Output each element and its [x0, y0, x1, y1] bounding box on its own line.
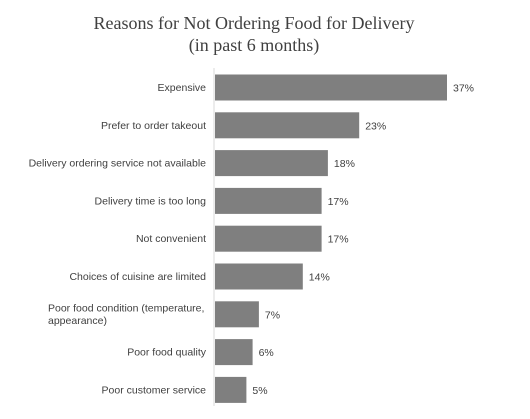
- value-label-3: 18%: [334, 158, 355, 170]
- bar-7: [215, 301, 259, 328]
- chart-subtitle: (in past 6 months): [189, 35, 320, 56]
- bar-5: [215, 225, 322, 252]
- value-label-7: 7%: [265, 309, 280, 321]
- bar-3: [215, 150, 328, 177]
- bar-4: [215, 187, 322, 214]
- category-label-3: Delivery ordering service not available: [29, 158, 207, 170]
- value-label-2: 23%: [365, 120, 386, 132]
- bar-6: [215, 263, 303, 290]
- category-label-1: Expensive: [158, 82, 207, 94]
- category-label-6: Choices of cuisine are limited: [69, 271, 206, 283]
- value-label-8: 6%: [259, 347, 274, 359]
- category-label-2: Prefer to order takeout: [101, 120, 206, 132]
- value-label-5: 17%: [328, 234, 349, 246]
- bars-group: Expensive 37% Prefer to order takeout 23% De…: [29, 74, 474, 403]
- bar-8: [215, 339, 253, 366]
- value-label-9: 5%: [252, 385, 267, 397]
- value-label-6: 14%: [309, 272, 330, 284]
- value-label-4: 17%: [328, 196, 349, 208]
- chart-title: Reasons for Not Ordering Food for Delive…: [94, 13, 415, 33]
- bar-2: [215, 112, 360, 139]
- category-label-8: Poor food quality: [127, 347, 207, 359]
- bar-1: [215, 74, 447, 101]
- category-label-9: Poor customer service: [102, 384, 207, 396]
- value-label-1: 37%: [453, 83, 474, 95]
- bar-9: [215, 376, 247, 403]
- category-label-7: Poor food condition (temperature, appeara…: [48, 303, 204, 328]
- category-label-4: Delivery time is too long: [95, 195, 207, 207]
- category-label-5: Not convenient: [136, 233, 206, 245]
